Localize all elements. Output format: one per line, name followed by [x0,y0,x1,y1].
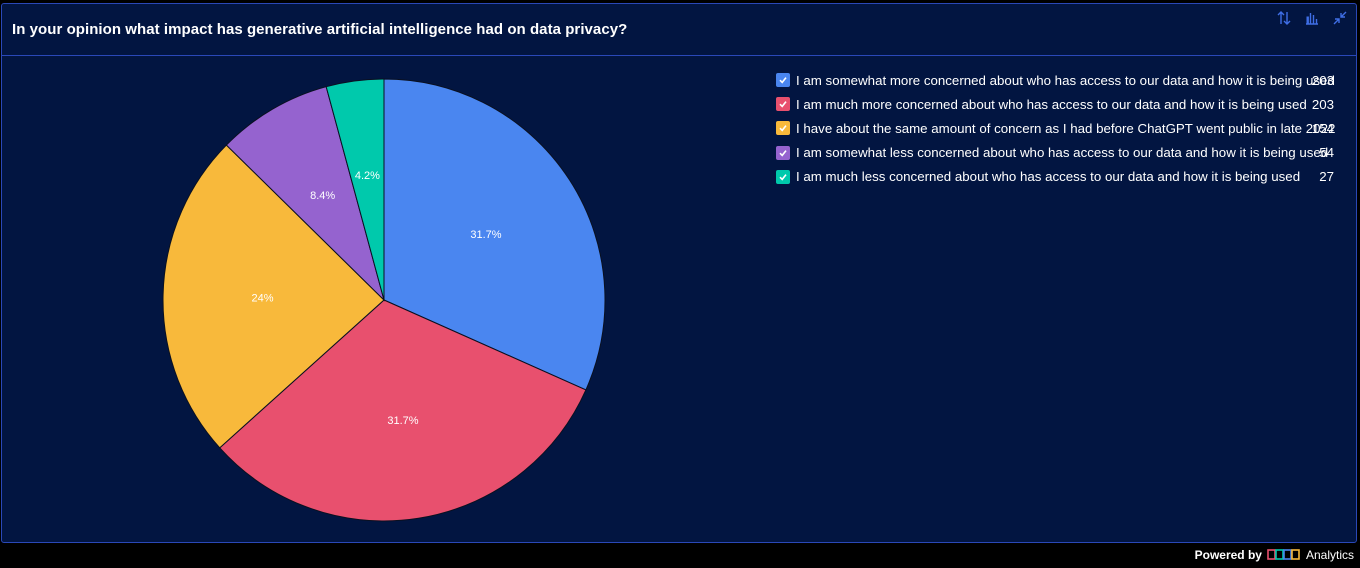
legend-item-2[interactable]: I am much more concerned about who has a… [776,92,1334,116]
legend-label: I am much more concerned about who has a… [796,96,1307,112]
legend-count: 54 [1319,145,1334,161]
pie-slice-2[interactable] [219,299,587,522]
collapse-icon[interactable] [1332,10,1348,26]
brand-name: Analytics [1305,548,1354,562]
legend-checkbox[interactable] [776,73,790,88]
panel-header: In your opinion what impact has generati… [2,4,1356,56]
checkmark-icon [779,77,787,84]
legend-checkbox[interactable] [776,121,790,136]
pie-chart: 31.7% 31.7% 24% 8.4% 4.2% [162,78,606,522]
chart-title: In your opinion what impact has generati… [12,21,628,38]
pie-slice-1[interactable] [383,78,606,391]
checkmark-icon [779,125,787,133]
legend-checkbox[interactable] [776,169,790,184]
legend-checkbox[interactable] [776,97,790,112]
powered-by-text: Powered by [1194,548,1262,562]
legend-count: 154 [1311,120,1334,136]
chart-panel: In your opinion what impact has generati… [1,3,1357,543]
legend-count: 27 [1319,169,1334,185]
legend-count: 203 [1311,72,1334,88]
sort-arrows-icon[interactable] [1276,10,1292,26]
slice-percent-label-3: 24% [251,292,273,304]
pie-slice-4[interactable] [225,86,385,302]
pie-slice-5[interactable] [325,78,385,301]
pie-slice-3[interactable] [162,144,385,449]
legend-item-1[interactable]: I am somewhat more concerned about who h… [776,68,1335,92]
footer: Powered by Analytics [1195,545,1354,565]
checkmark-icon [779,101,787,108]
slice-percent-label-5: 4.2% [355,170,380,182]
legend-item-4[interactable]: I am somewhat less concerned about who h… [776,141,1334,165]
slice-percent-label-2: 31.7% [387,415,418,427]
legend-item-5[interactable]: I am much less concerned about who has a… [776,165,1334,189]
checkmark-icon [779,149,787,157]
legend-label: I am much less concerned about who has a… [796,169,1301,185]
brand-logo-icon [1267,549,1300,560]
legend-item-3[interactable]: I have about the same amount of concern … [776,116,1336,140]
bar-chart-icon[interactable] [1304,10,1320,26]
chart-legend: I am somewhat more concerned about who h… [776,68,1336,189]
slice-percent-label-1: 31.7% [470,229,501,241]
legend-label: I am somewhat more concerned about who h… [796,72,1335,88]
chart-toolbar [1276,10,1348,26]
slice-percent-label-4: 8.4% [310,190,335,202]
checkmark-icon [779,173,787,181]
legend-label: I am somewhat less concerned about who h… [796,145,1329,161]
legend-checkbox[interactable] [776,145,790,160]
legend-label: I have about the same amount of concern … [796,120,1336,136]
legend-count: 203 [1311,96,1334,112]
